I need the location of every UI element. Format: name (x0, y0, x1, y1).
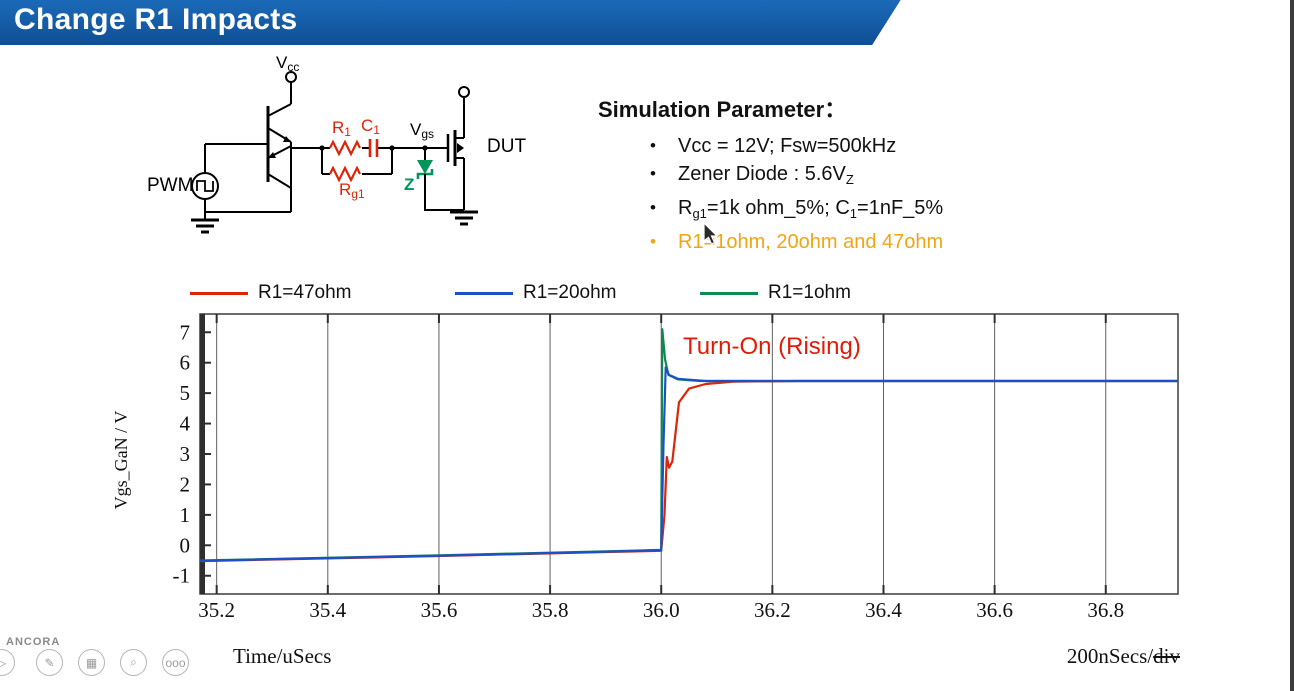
ground-symbol-left (191, 218, 219, 234)
x-tick-label: 36.0 (643, 598, 680, 622)
frames-icon[interactable]: ▦ (78, 649, 105, 676)
bullet-dot: • (650, 164, 656, 183)
push-pull-stage (205, 103, 292, 213)
magnifier-icon[interactable]: ⌕ (120, 649, 147, 676)
series-R1=1ohm (199, 328, 1178, 562)
x-tick-label: 36.8 (1087, 598, 1124, 622)
legend-line-swatch (700, 291, 758, 295)
chart-legend: R1=47ohm R1=20ohm R1=1ohm (0, 282, 1294, 306)
x-tick-label: 35.2 (198, 598, 235, 622)
circuit-diagram (191, 71, 478, 234)
bullet-dot: • (650, 136, 656, 155)
y-tick-label: 1 (180, 503, 191, 527)
ellipsis-icon[interactable]: ooo (162, 649, 189, 676)
zener-diode (416, 160, 464, 211)
c1-label: C1 (361, 116, 380, 137)
x-tick-label: 36.6 (976, 598, 1013, 622)
y-tick-label: 2 (180, 472, 191, 496)
legend-label: R1=1ohm (768, 282, 851, 303)
r1-resistor (329, 139, 361, 157)
y-tick-label: 3 (180, 442, 191, 466)
param-bullet: • Zener Diode : 5.6VZ (598, 160, 1218, 194)
legend-line-swatch (190, 291, 248, 295)
legend-item: R1=20ohm (455, 282, 616, 304)
y-tick-label: 7 (180, 320, 191, 344)
scale-per-div: 200nSecs/div (1066, 644, 1180, 668)
legend-label: R1=20ohm (523, 282, 617, 303)
param-bullet: • Rg1=1k ohm_5%; C1=1nF_5% (598, 194, 1218, 228)
x-axis-label: Time/uSecs (233, 644, 332, 668)
bullet-dot: • (650, 232, 656, 251)
y-tick-label: 6 (180, 351, 191, 375)
bullet-dot: • (650, 198, 656, 217)
series-R1=20ohm (199, 366, 1178, 562)
x-tick-label: 35.8 (532, 598, 569, 622)
brand-watermark: ANCORA (6, 636, 61, 648)
param-text: Rg1=1k ohm_5%; C1=1nF_5% (678, 197, 944, 221)
series-R1=47ohm (199, 379, 1178, 563)
x-tick-label: 36.2 (754, 598, 791, 622)
mouse-cursor (703, 222, 719, 245)
play-icon[interactable]: ▷ (0, 649, 15, 676)
dut-mosfet (446, 86, 470, 210)
y-tick-label: 5 (180, 381, 191, 405)
rg1-resistor (329, 165, 361, 183)
param-text: R1=1ohm, 20ohm and 47ohm (678, 231, 944, 253)
pwm-source (191, 144, 219, 220)
dut-label: DUT (487, 136, 527, 157)
y-tick-label: 4 (180, 412, 191, 436)
x-tick-label: 35.4 (309, 598, 346, 622)
toolbar-icon-row: ▷ ✎ ▦ ⌕ ooo (0, 649, 220, 679)
turn-on-annotation: Turn-On (Rising) (683, 333, 861, 360)
param-text: Vcc = 12V; Fsw=500kHz (678, 135, 897, 157)
legend-item: R1=47ohm (190, 282, 351, 304)
c1-capacitor (368, 139, 379, 157)
y-axis-title: Vgs_GaN / V (111, 411, 131, 510)
pen-icon[interactable]: ✎ (36, 649, 63, 676)
legend-line-swatch (455, 291, 513, 295)
simulation-parameters: Simulation Parameter： • Vcc = 12V; Fsw=50… (598, 92, 1218, 256)
param-list: • Vcc = 12V; Fsw=500kHz • Zener Diode : 5.6… (598, 132, 1218, 256)
rg1-label: Rg1 (339, 180, 365, 201)
legend-item: R1=1ohm (700, 282, 851, 304)
ground-symbol-right (450, 210, 478, 226)
y-tick-label: 0 (180, 533, 191, 557)
pwm-label: PWM (147, 175, 194, 196)
vgs-label: Vgs (410, 120, 435, 141)
legend-label: R1=47ohm (258, 282, 352, 303)
slide-title: Change R1 Impacts (14, 3, 298, 36)
vcc-label: Vcc (276, 53, 300, 74)
window-edge (1290, 0, 1294, 691)
gate-network-wires (291, 145, 448, 175)
param-bullet: • R1=1ohm, 20ohm and 47ohm (598, 228, 1218, 256)
vcc-terminal (285, 71, 297, 104)
x-tick-label: 35.6 (421, 598, 458, 622)
y-tick-label: -1 (173, 564, 191, 588)
param-text: Zener Diode : 5.6VZ (678, 163, 854, 187)
r1-label: R1 (332, 118, 351, 139)
title-banner (0, 0, 901, 45)
param-bullet: • Vcc = 12V; Fsw=500kHz (598, 132, 1218, 160)
params-title: Simulation Parameter： (598, 97, 847, 122)
waveform-chart: 7 6 5 4 3 2 1 0 -1 35.2 35.4 35.6 35.8 36.0 36.2 36.4 36… (111, 313, 1179, 622)
x-tick-label: 36.4 (865, 598, 902, 622)
zener-label: Z (404, 175, 415, 194)
